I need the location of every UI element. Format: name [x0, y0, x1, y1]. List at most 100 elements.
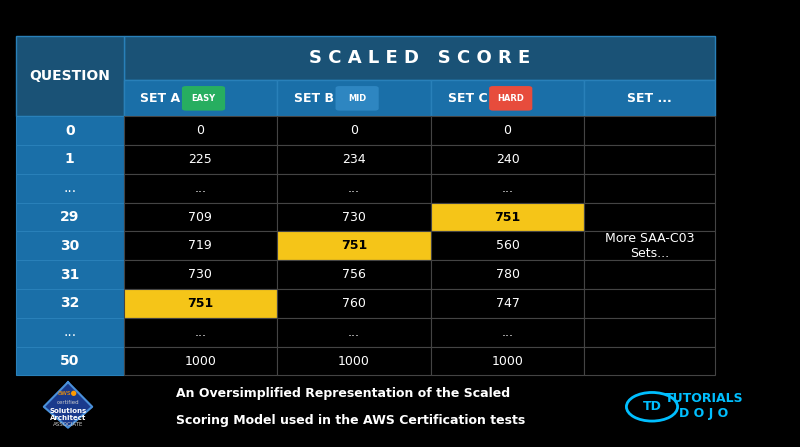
- FancyBboxPatch shape: [430, 289, 584, 318]
- FancyBboxPatch shape: [430, 347, 584, 375]
- Text: 751: 751: [341, 239, 367, 253]
- Text: 751: 751: [494, 211, 521, 224]
- Text: An Oversimplified Representation of the Scaled: An Oversimplified Representation of the …: [176, 387, 510, 400]
- Text: 1000: 1000: [338, 354, 370, 367]
- Text: 31: 31: [60, 268, 79, 282]
- Text: 0: 0: [503, 124, 511, 137]
- Text: ...: ...: [348, 182, 360, 195]
- Text: ...: ...: [63, 325, 76, 339]
- Text: 29: 29: [60, 210, 79, 224]
- FancyBboxPatch shape: [584, 318, 715, 347]
- Text: QUESTION: QUESTION: [30, 69, 110, 83]
- FancyBboxPatch shape: [277, 174, 430, 202]
- Polygon shape: [44, 382, 92, 428]
- Text: aws●: aws●: [58, 390, 78, 396]
- FancyBboxPatch shape: [277, 232, 430, 260]
- Text: S C A L E D   S C O R E: S C A L E D S C O R E: [309, 49, 530, 67]
- FancyBboxPatch shape: [584, 202, 715, 232]
- Text: 225: 225: [189, 153, 212, 166]
- FancyBboxPatch shape: [584, 289, 715, 318]
- FancyBboxPatch shape: [430, 80, 584, 116]
- FancyBboxPatch shape: [16, 36, 123, 116]
- Text: ...: ...: [502, 182, 514, 195]
- Text: SET ...: SET ...: [627, 92, 672, 105]
- Text: 560: 560: [495, 239, 519, 253]
- FancyBboxPatch shape: [430, 232, 584, 260]
- FancyBboxPatch shape: [430, 260, 584, 289]
- Text: 780: 780: [495, 268, 519, 281]
- Text: 1000: 1000: [184, 354, 216, 367]
- Text: 50: 50: [60, 354, 79, 368]
- Text: 730: 730: [188, 268, 212, 281]
- Text: EASY: EASY: [191, 94, 215, 103]
- FancyBboxPatch shape: [123, 232, 277, 260]
- Text: Scoring Model used in the AWS Certification tests: Scoring Model used in the AWS Certificat…: [176, 413, 526, 427]
- Text: ASSOCIATE: ASSOCIATE: [53, 422, 83, 427]
- Text: TD: TD: [642, 400, 662, 413]
- FancyBboxPatch shape: [16, 347, 123, 375]
- FancyBboxPatch shape: [335, 86, 378, 110]
- Text: 756: 756: [342, 268, 366, 281]
- Text: SET B: SET B: [294, 92, 334, 105]
- Text: HARD: HARD: [498, 94, 524, 103]
- Text: ...: ...: [194, 326, 206, 339]
- Text: 30: 30: [60, 239, 79, 253]
- FancyBboxPatch shape: [277, 145, 430, 174]
- Text: TUTORIALS: TUTORIALS: [665, 392, 743, 405]
- FancyBboxPatch shape: [123, 116, 277, 145]
- FancyBboxPatch shape: [16, 174, 123, 202]
- Text: 240: 240: [496, 153, 519, 166]
- Text: SET C: SET C: [448, 92, 487, 105]
- Text: ...: ...: [194, 182, 206, 195]
- FancyBboxPatch shape: [123, 260, 277, 289]
- Text: ...: ...: [348, 326, 360, 339]
- Text: ...: ...: [502, 326, 514, 339]
- FancyBboxPatch shape: [123, 80, 277, 116]
- Text: 0: 0: [65, 124, 74, 138]
- Text: 709: 709: [188, 211, 212, 224]
- FancyBboxPatch shape: [584, 260, 715, 289]
- Text: 1: 1: [65, 152, 74, 166]
- Text: MID: MID: [348, 94, 366, 103]
- FancyBboxPatch shape: [430, 202, 584, 232]
- FancyBboxPatch shape: [584, 232, 715, 260]
- Text: 1000: 1000: [491, 354, 523, 367]
- Text: D O J O: D O J O: [679, 407, 729, 420]
- Text: Architect: Architect: [50, 415, 86, 421]
- Text: 751: 751: [187, 297, 214, 310]
- FancyBboxPatch shape: [584, 145, 715, 174]
- Text: 234: 234: [342, 153, 366, 166]
- FancyBboxPatch shape: [16, 145, 123, 174]
- FancyBboxPatch shape: [16, 232, 123, 260]
- FancyBboxPatch shape: [123, 202, 277, 232]
- FancyBboxPatch shape: [16, 318, 123, 347]
- FancyBboxPatch shape: [489, 86, 532, 110]
- FancyBboxPatch shape: [123, 36, 715, 80]
- FancyBboxPatch shape: [123, 145, 277, 174]
- FancyBboxPatch shape: [277, 116, 430, 145]
- FancyBboxPatch shape: [182, 86, 225, 110]
- Text: Solutions: Solutions: [50, 408, 86, 414]
- FancyBboxPatch shape: [123, 174, 277, 202]
- Text: 719: 719: [189, 239, 212, 253]
- FancyBboxPatch shape: [16, 260, 123, 289]
- Text: ...: ...: [63, 181, 76, 195]
- FancyBboxPatch shape: [277, 80, 430, 116]
- FancyBboxPatch shape: [277, 318, 430, 347]
- FancyBboxPatch shape: [16, 202, 123, 232]
- FancyBboxPatch shape: [584, 174, 715, 202]
- FancyBboxPatch shape: [584, 116, 715, 145]
- FancyBboxPatch shape: [430, 116, 584, 145]
- Text: 0: 0: [350, 124, 358, 137]
- Text: 730: 730: [342, 211, 366, 224]
- FancyBboxPatch shape: [16, 116, 123, 145]
- FancyBboxPatch shape: [277, 202, 430, 232]
- FancyBboxPatch shape: [123, 289, 277, 318]
- FancyBboxPatch shape: [584, 80, 715, 116]
- FancyBboxPatch shape: [123, 318, 277, 347]
- FancyBboxPatch shape: [584, 347, 715, 375]
- FancyBboxPatch shape: [16, 289, 123, 318]
- Text: 0: 0: [196, 124, 204, 137]
- FancyBboxPatch shape: [430, 174, 584, 202]
- Text: SET A: SET A: [140, 92, 180, 105]
